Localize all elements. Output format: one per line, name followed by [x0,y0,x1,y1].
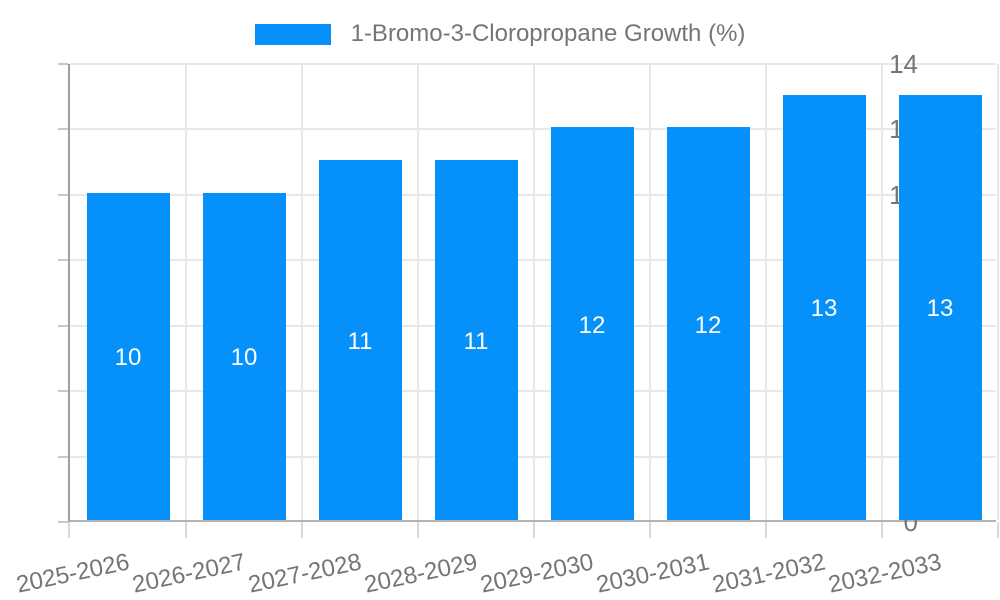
x-axis-tick [997,522,999,538]
v-gridline [417,64,419,520]
v-gridline [185,64,187,520]
y-axis-tick [58,390,68,393]
y-axis-tick [58,259,68,262]
v-gridline [649,64,651,520]
bar[interactable] [666,127,750,520]
x-axis-tick [881,522,883,538]
x-tick-label: 2028-2029 [361,548,480,599]
legend[interactable]: 1-Bromo-3-Cloropropane Growth (%) [0,14,1000,54]
x-axis-tick [765,522,767,538]
x-tick-label: 2030-2031 [593,548,712,599]
bar[interactable] [782,94,866,520]
y-axis-tick [58,455,68,458]
x-axis-tick [533,522,535,538]
y-axis-tick [58,324,68,327]
y-tick-label: 14 [889,49,918,79]
x-axis-tick [417,522,419,538]
v-gridline [997,64,999,520]
x-axis-tick [185,522,187,538]
v-gridline [881,64,883,520]
x-tick-label: 2027-2028 [245,548,364,599]
plot-area: 02468101214102025-2026102026-2027112027-… [14,51,999,599]
x-tick-label: 2025-2026 [13,548,132,599]
legend-swatch [254,23,331,45]
y-axis-tick [58,128,68,131]
v-gridline [533,64,535,520]
bar[interactable] [86,192,170,520]
v-gridline [301,64,303,520]
x-tick-label: 2026-2027 [129,548,248,599]
x-tick-label: 2032-2033 [825,548,944,599]
x-tick-label: 2031-2032 [709,548,828,599]
x-axis-tick [649,522,651,538]
y-axis-tick [58,63,68,65]
bar[interactable] [202,192,286,520]
x-tick-label: 2029-2030 [477,548,596,599]
x-axis-tick [301,522,303,538]
legend-label: 1-Bromo-3-Cloropropane Growth (%) [350,20,746,47]
bar[interactable] [550,127,634,520]
v-gridline [765,64,767,520]
bar[interactable] [898,94,982,520]
y-axis-tick [58,521,68,523]
bar[interactable] [434,160,518,520]
y-axis-tick [58,193,68,196]
bar[interactable] [318,160,402,520]
x-axis-tick [68,522,70,538]
